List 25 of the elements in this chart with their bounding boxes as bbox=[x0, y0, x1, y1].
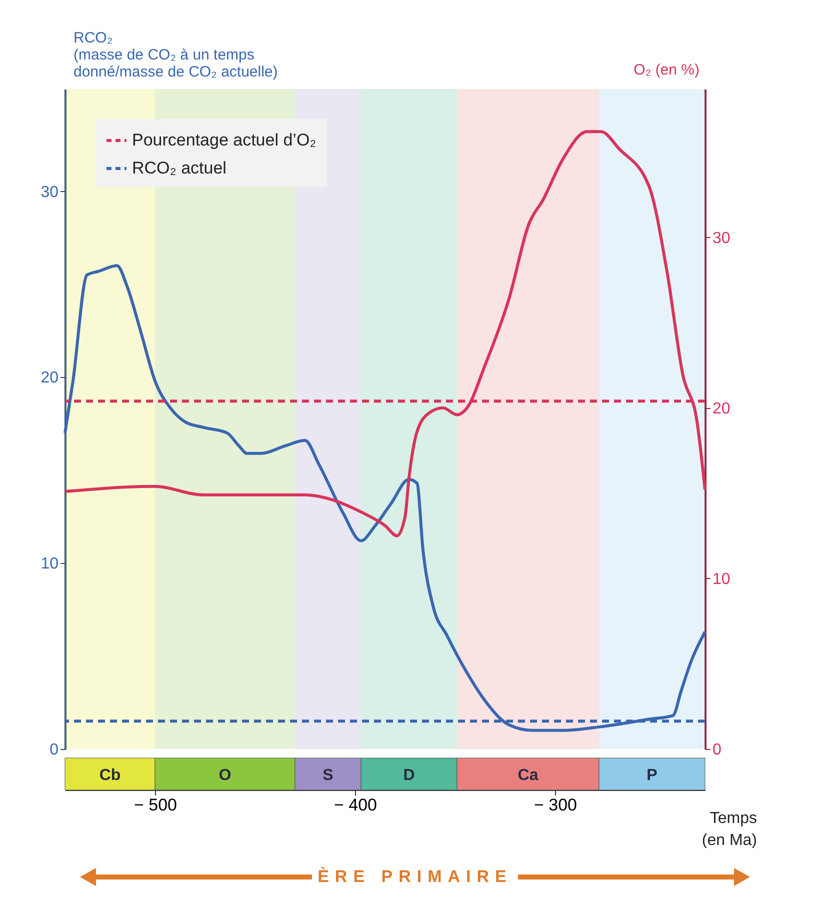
y2-axis-title: O₂ (en %) bbox=[634, 62, 700, 78]
line-series bbox=[64, 130, 706, 538]
legend-label: RCO₂ actuel bbox=[132, 158, 226, 178]
x-tick-label: − 300 bbox=[534, 796, 578, 814]
x-tick-label: − 400 bbox=[334, 796, 378, 814]
band-label: Cb bbox=[99, 767, 121, 784]
text: ÈRE PRIMAIRE bbox=[312, 867, 518, 886]
band-label: S bbox=[322, 767, 334, 784]
y-tick-label: 0 bbox=[50, 742, 59, 758]
y-axis-title: RCO₂ (masse de CO₂ à un temps donné/masse de CO₂ actuelle) bbox=[74, 30, 278, 80]
band-label: P bbox=[646, 767, 658, 784]
y2-tick-label: 30 bbox=[712, 230, 730, 247]
x-axis-title: Temps (en Ma) bbox=[702, 810, 757, 849]
legend-label: Pourcentage actuel d’O₂ bbox=[132, 130, 316, 150]
y2-tick-label: 10 bbox=[712, 570, 730, 588]
y-tick-label: 30 bbox=[40, 184, 59, 201]
y-tick-label: 10 bbox=[40, 556, 59, 573]
y2-tick-label: 20 bbox=[712, 400, 730, 418]
y2-tick-label: 0 bbox=[712, 742, 722, 758]
x-tick-label: − 500 bbox=[134, 796, 178, 814]
band-label: D bbox=[403, 767, 415, 784]
y-tick-label: 20 bbox=[40, 370, 59, 387]
band-label: Ca bbox=[518, 767, 538, 784]
line-series bbox=[64, 264, 706, 732]
band-label: O bbox=[218, 767, 232, 784]
